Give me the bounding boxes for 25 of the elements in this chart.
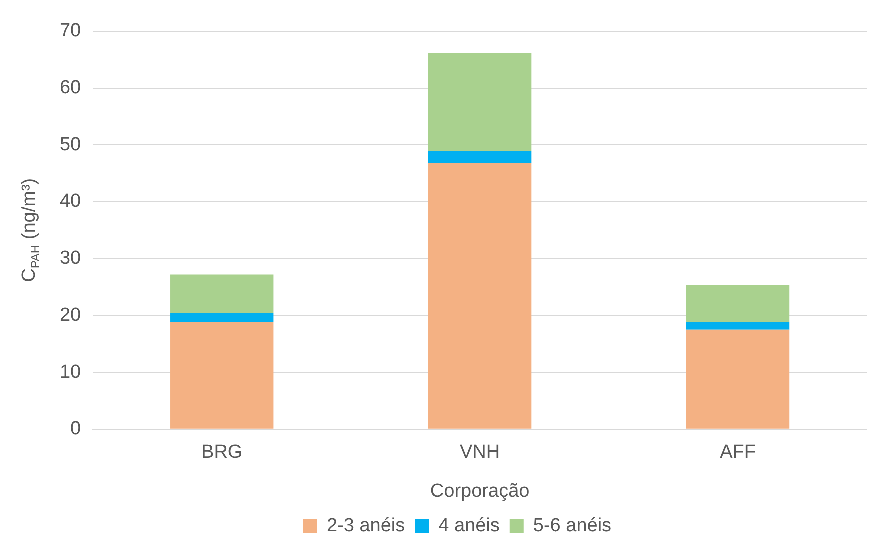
bar (686, 286, 790, 323)
legend-label: 2-3 anéis (326, 516, 406, 537)
bar (428, 53, 532, 152)
y-tick-label: 20 (60, 304, 82, 326)
bar (170, 274, 274, 314)
x-tick-label: VNH (460, 442, 500, 464)
y-tick-label: 0 (70, 418, 82, 440)
y-tick-label: 10 (60, 362, 82, 383)
y-axis-title: CPAH (ng/m³) (19, 178, 42, 282)
legend-label: 5-6 anéis (533, 516, 612, 537)
y-tick-label: 70 (60, 20, 82, 42)
x-tick-label: AFF (720, 442, 756, 464)
bar (428, 163, 532, 429)
y-tick-label: 40 (60, 191, 82, 212)
bar (686, 330, 790, 429)
y-tick-label: 30 (60, 248, 82, 270)
y-tick-label: 60 (60, 77, 82, 98)
y-tick-label: 50 (60, 134, 82, 156)
x-tick-label: BRG (202, 442, 243, 464)
bar (170, 322, 274, 429)
bar (170, 313, 274, 323)
bar (686, 322, 790, 330)
x-axis-title: Corporação (430, 480, 530, 502)
legend-label: 4 anéis (438, 516, 500, 537)
bar (428, 151, 532, 164)
